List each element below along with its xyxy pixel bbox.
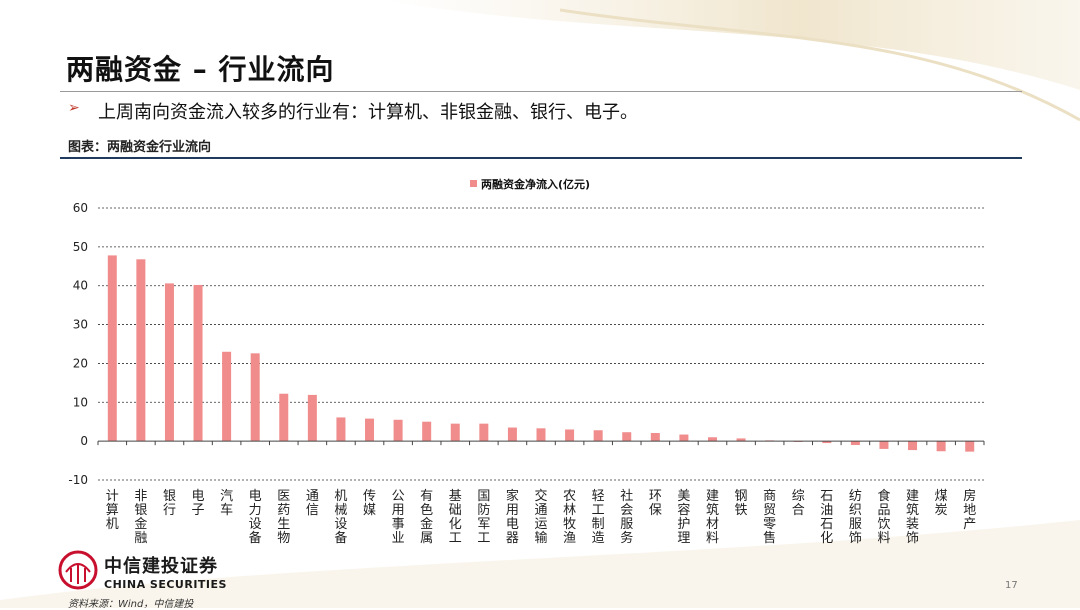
bar xyxy=(307,394,317,442)
bar xyxy=(193,284,203,442)
x-tick-label: 机械设备 xyxy=(334,489,347,546)
bar xyxy=(536,428,546,442)
x-tick-label: 交通运输 xyxy=(534,488,547,546)
bar xyxy=(679,434,689,442)
y-tick-label: 20 xyxy=(73,356,88,370)
x-tick-label: 房地产 xyxy=(963,488,976,532)
x-tick-label: 煤炭 xyxy=(935,489,948,518)
bar xyxy=(936,441,946,452)
y-tick-label: 50 xyxy=(73,240,88,254)
x-tick-label: 美容护理 xyxy=(677,489,690,546)
logo-english-name: CHINA SECURITIES xyxy=(104,578,227,591)
x-tick-label: 银行 xyxy=(163,489,176,518)
bar xyxy=(479,423,489,442)
x-tick-label: 家用电器 xyxy=(506,488,519,546)
bar xyxy=(822,441,832,444)
x-tick-label: 商贸零售 xyxy=(763,489,776,546)
source-note: 资料来源：Wind，中信建投 xyxy=(68,599,194,610)
x-tick-label: 国防军工 xyxy=(477,489,490,546)
bar xyxy=(593,430,603,442)
bar xyxy=(622,432,632,442)
bar xyxy=(422,421,432,442)
y-tick-label: 60 xyxy=(73,201,88,215)
x-tick-label: 石油石化 xyxy=(820,489,833,546)
x-tick-label: 公用事业 xyxy=(392,489,405,546)
china-securities-logo-icon xyxy=(58,550,98,590)
x-tick-label: 食品饮料 xyxy=(877,488,890,546)
x-tick-label: 汽车 xyxy=(220,489,233,518)
page-title: 两融资金 – 行业流向 xyxy=(66,53,335,86)
x-tick-label: 社会服务 xyxy=(620,488,633,546)
bar xyxy=(565,429,575,442)
bar xyxy=(650,432,660,442)
bar xyxy=(136,259,146,442)
bar xyxy=(279,393,289,442)
x-tick-label: 轻工制造 xyxy=(592,489,605,546)
legend-swatch xyxy=(470,180,477,187)
bar xyxy=(164,283,174,442)
x-tick-label: 农林牧渔 xyxy=(563,489,576,546)
bar xyxy=(707,437,717,442)
bar xyxy=(365,418,375,442)
x-tick-label: 基础化工 xyxy=(449,489,462,546)
logo-chinese-name: 中信建投证券 xyxy=(104,556,218,577)
bar xyxy=(250,353,260,442)
bar xyxy=(222,351,232,442)
x-tick-label: 通信 xyxy=(306,489,319,518)
x-tick-label: 传媒 xyxy=(363,489,376,518)
x-tick-label: 建筑材料 xyxy=(706,489,719,546)
chart-caption: 图表：两融资金行业流向 xyxy=(68,140,212,155)
x-tick-label: 医药生物 xyxy=(277,489,290,546)
x-tick-label: 电子 xyxy=(192,489,205,518)
y-tick-label: 40 xyxy=(73,279,88,293)
y-tick-label: 30 xyxy=(73,318,88,332)
y-tick-label: -10 xyxy=(68,473,88,487)
x-tick-label: 环保 xyxy=(649,489,662,518)
x-tick-label: 钢铁 xyxy=(735,489,748,518)
title-divider xyxy=(60,91,1022,92)
x-tick-label: 纺织服饰 xyxy=(849,489,862,546)
bar xyxy=(908,441,918,451)
caption-divider xyxy=(60,157,1022,159)
bullet-arrow-icon: ➢ xyxy=(68,100,80,116)
summary-text: 上周南向资金流入较多的行业有：计算机、非银金融、银行、电子。 xyxy=(98,102,638,123)
bar xyxy=(336,417,346,442)
x-tick-label: 综合 xyxy=(792,489,805,518)
bar xyxy=(850,441,860,446)
legend-label: 两融资金净流入(亿元) xyxy=(481,177,590,191)
page-number: 17 xyxy=(1005,580,1018,591)
bar xyxy=(450,423,460,442)
bar xyxy=(393,419,403,442)
bar xyxy=(879,441,889,449)
y-tick-label: 10 xyxy=(73,395,88,409)
x-tick-label: 计算机 xyxy=(106,489,119,532)
bar xyxy=(736,438,746,442)
bar xyxy=(965,441,975,452)
bar xyxy=(507,427,517,442)
x-tick-label: 电力设备 xyxy=(249,489,262,546)
x-tick-label: 建筑装饰 xyxy=(906,489,919,546)
x-tick-label: 有色金属 xyxy=(420,489,433,546)
bar xyxy=(107,255,117,442)
y-tick-label: 0 xyxy=(80,434,88,448)
x-tick-label: 非银金融 xyxy=(134,489,147,546)
